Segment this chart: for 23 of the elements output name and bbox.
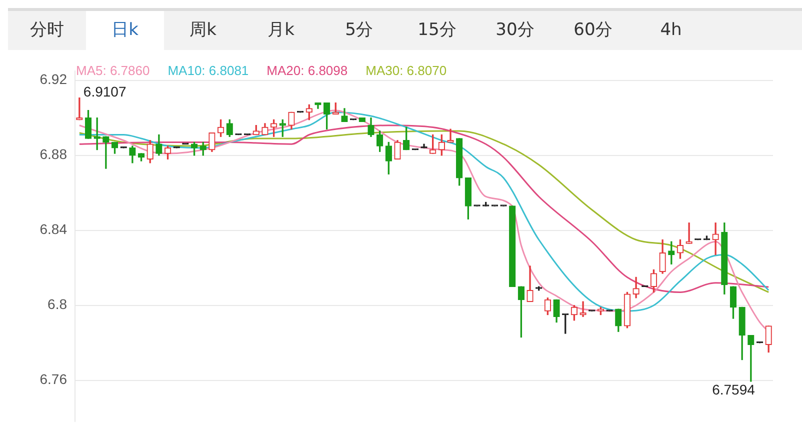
annotation: 6.7594	[712, 381, 756, 398]
candlestick	[712, 222, 719, 256]
text: MA20: 6.8098	[266, 63, 348, 78]
text: 5分	[344, 19, 374, 42]
text: 周k	[188, 19, 218, 42]
candlestick	[686, 222, 692, 244]
text: 日k	[86, 11, 164, 50]
y-tick-label: 6.92	[40, 71, 68, 88]
y-tick-label: 6.8	[48, 296, 68, 312]
y-tick-label: 6.84	[40, 221, 68, 238]
text: 4h	[659, 19, 683, 42]
y-tick-label: 6.88	[40, 146, 68, 162]
text: MA10: 6.8081	[168, 63, 249, 78]
text: 30分	[494, 19, 536, 42]
candlestick	[102, 136, 110, 169]
text: 分时	[29, 19, 65, 42]
text: 15分	[416, 19, 458, 42]
y-tick-label: 6.76	[40, 371, 68, 388]
text: MA30: 6.8070	[366, 63, 447, 78]
text: 月k	[266, 19, 296, 42]
annotation: 6.9107	[83, 84, 126, 100]
text: MA5: 6.7860	[76, 63, 150, 78]
text: 60分	[572, 19, 614, 42]
